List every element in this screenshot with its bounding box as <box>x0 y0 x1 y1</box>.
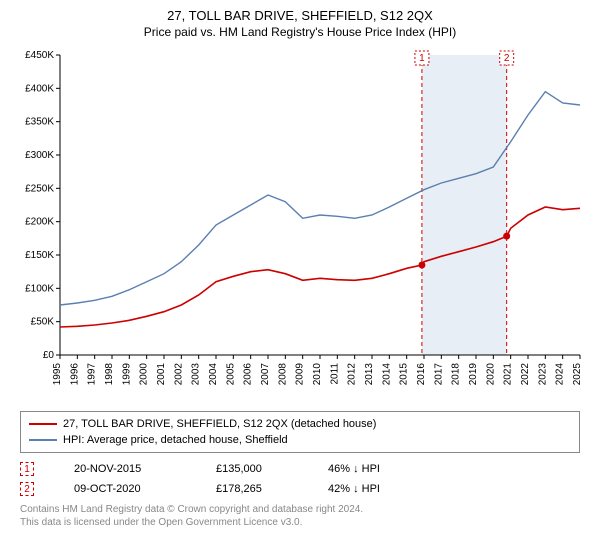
svg-text:1995: 1995 <box>52 363 63 386</box>
svg-text:2005: 2005 <box>225 363 236 386</box>
chart-container: 27, TOLL BAR DRIVE, SHEFFIELD, S12 2QX P… <box>0 0 600 560</box>
svg-text:2008: 2008 <box>277 363 288 386</box>
svg-text:2016: 2016 <box>416 363 427 386</box>
svg-text:2012: 2012 <box>347 363 358 386</box>
event-row: 2 09-OCT-2020 £178,265 42% ↓ HPI <box>20 479 580 499</box>
svg-text:£300K: £300K <box>25 150 54 161</box>
svg-text:2023: 2023 <box>537 363 548 386</box>
svg-text:2022: 2022 <box>520 363 531 386</box>
footer-line: This data is licensed under the Open Gov… <box>20 516 580 529</box>
events-table: 1 20-NOV-2015 £135,000 46% ↓ HPI 2 09-OC… <box>20 459 580 499</box>
svg-text:2001: 2001 <box>156 363 167 386</box>
legend-swatch <box>29 423 57 425</box>
legend: 27, TOLL BAR DRIVE, SHEFFIELD, S12 2QX (… <box>20 411 580 453</box>
svg-text:£100K: £100K <box>25 283 54 294</box>
svg-text:2: 2 <box>504 53 510 64</box>
svg-text:2018: 2018 <box>451 363 462 386</box>
svg-text:2020: 2020 <box>485 363 496 386</box>
legend-label: 27, TOLL BAR DRIVE, SHEFFIELD, S12 2QX (… <box>63 418 376 430</box>
svg-text:£450K: £450K <box>25 50 54 61</box>
chart-subtitle: Price paid vs. HM Land Registry's House … <box>10 25 590 39</box>
legend-item: 27, TOLL BAR DRIVE, SHEFFIELD, S12 2QX (… <box>29 416 571 432</box>
event-date: 09-OCT-2020 <box>74 483 184 495</box>
svg-text:2010: 2010 <box>312 363 323 386</box>
svg-text:£0: £0 <box>43 350 55 361</box>
footer-line: Contains HM Land Registry data © Crown c… <box>20 503 580 516</box>
svg-text:2015: 2015 <box>399 363 410 386</box>
svg-text:1999: 1999 <box>121 363 132 386</box>
svg-text:2003: 2003 <box>191 363 202 386</box>
svg-text:2019: 2019 <box>468 363 479 386</box>
legend-label: HPI: Average price, detached house, Shef… <box>63 434 288 446</box>
svg-text:2002: 2002 <box>173 363 184 386</box>
svg-text:2017: 2017 <box>433 363 444 386</box>
svg-text:2024: 2024 <box>555 363 566 386</box>
svg-text:2004: 2004 <box>208 363 219 386</box>
footer: Contains HM Land Registry data © Crown c… <box>20 503 580 529</box>
svg-text:2021: 2021 <box>503 363 514 386</box>
svg-text:1998: 1998 <box>104 363 115 386</box>
legend-item: HPI: Average price, detached house, Shef… <box>29 432 571 448</box>
event-date: 20-NOV-2015 <box>74 463 184 475</box>
event-delta: 42% ↓ HPI <box>328 483 428 495</box>
svg-text:1997: 1997 <box>87 363 98 386</box>
event-delta: 46% ↓ HPI <box>328 463 428 475</box>
legend-swatch <box>29 439 57 441</box>
svg-text:2009: 2009 <box>295 363 306 386</box>
chart-title: 27, TOLL BAR DRIVE, SHEFFIELD, S12 2QX <box>10 8 590 23</box>
svg-text:1996: 1996 <box>69 363 80 386</box>
svg-text:2006: 2006 <box>243 363 254 386</box>
svg-text:2014: 2014 <box>381 363 392 386</box>
event-badge: 1 <box>20 462 34 476</box>
svg-text:£250K: £250K <box>25 183 54 194</box>
event-price: £135,000 <box>216 463 296 475</box>
svg-text:2025: 2025 <box>572 363 583 386</box>
svg-text:£150K: £150K <box>25 250 54 261</box>
svg-text:2000: 2000 <box>139 363 150 386</box>
chart-svg: £0 £50K £100K £150K £200K £250K £300K £350K £400… <box>10 45 590 405</box>
svg-text:£400K: £400K <box>25 83 54 94</box>
svg-text:2013: 2013 <box>364 363 375 386</box>
svg-text:2011: 2011 <box>329 363 340 385</box>
chart-plot-area: £0 £50K £100K £150K £200K £250K £300K £350K £400… <box>10 45 590 405</box>
event-price: £178,265 <box>216 483 296 495</box>
event-badge: 2 <box>20 482 34 496</box>
svg-text:£200K: £200K <box>25 217 54 228</box>
event-row: 1 20-NOV-2015 £135,000 46% ↓ HPI <box>20 459 580 479</box>
svg-text:£350K: £350K <box>25 117 54 128</box>
svg-text:£50K: £50K <box>31 317 55 328</box>
svg-text:1: 1 <box>419 53 425 64</box>
svg-text:2007: 2007 <box>260 363 271 386</box>
